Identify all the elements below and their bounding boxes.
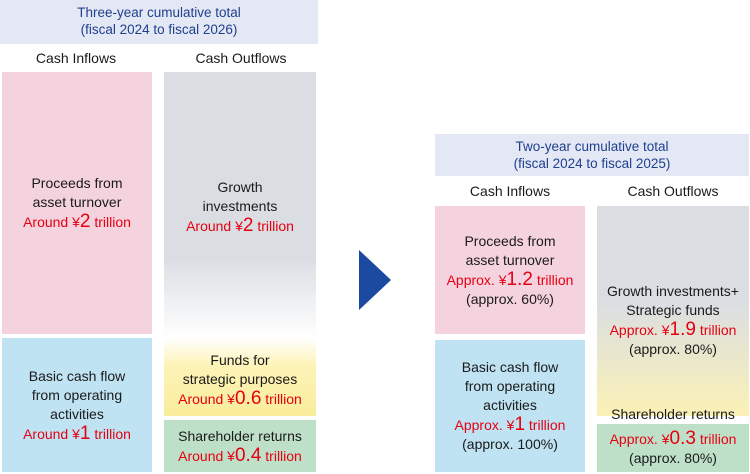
right-outflow-shareholder-returns: Approx. ¥0.3 trillion (approx. 80%) [597,424,749,472]
left-inflow-asset-turnover: Proceeds from asset turnover Around ¥2 t… [2,72,152,334]
left-header-title: Three-year cumulative total [77,5,241,20]
left-inflow2-suffix: trillion [90,425,131,442]
left-outflow3-amount: Around ¥0.4 trillion [178,446,302,466]
left-outflow1-line2: investments [202,198,278,214]
right-inflow-asset-turnover: Proceeds from asset turnover Approx. ¥1.… [435,206,585,334]
right-outflow1-line2: Strategic funds [626,301,720,318]
right-inflow1-num: 1.2 [506,268,533,290]
right-inflow2-line1: Basic cash flow [461,359,559,375]
right-col-outflows-label: Cash Outflows [627,183,719,199]
left-col-inflows-label: Cash Inflows [35,50,117,66]
left-inflow-operating-cash-flow: Basic cash flow from operating activitie… [2,338,152,472]
left-inflow1-num: 2 [79,211,91,232]
right-outflow2-percent: (approx. 80%) [629,449,717,466]
left-header: Three-year cumulative total (fiscal 2024… [0,0,318,44]
right-inflow-operating-cash-flow: Basic cash flow from operating activitie… [435,340,585,472]
left-outflow3-prefix: Around ¥ [178,447,235,464]
left-outflow1-num: 2 [242,215,254,236]
right-outflow2-prefix: Approx. ¥ [609,430,670,447]
right-header: Two-year cumulative total (fiscal 2024 t… [435,134,749,176]
right-inflow2-percent: (approx. 100%) [462,436,558,452]
right-header-title: Two-year cumulative total [515,139,669,154]
left-outflow-shareholder-returns: Shareholder returns Around ¥0.4 trillion [164,420,316,472]
left-outflow1-amount: Around ¥2 trillion [186,216,294,236]
left-inflow2-num: 1 [79,422,91,444]
right-inflow2-prefix: Approx. ¥ [454,417,515,433]
right-outflow2-suffix: trillion [695,430,737,447]
left-outflow2-suffix: trillion [261,391,302,407]
left-inflow2-line2: from operating [31,386,123,403]
left-outflow3-suffix: trillion [261,447,302,464]
left-inflow1-amount: Around ¥2 trillion [23,212,131,232]
left-inflow1-line1: Proceeds from [31,175,123,191]
right-outflow1-prefix: Approx. ¥ [609,321,670,338]
left-inflow1-line2: asset turnover [32,194,122,210]
right-inflow1-prefix: Approx. ¥ [446,271,507,288]
right-header-subtitle: (fiscal 2024 to fiscal 2025) [513,156,671,171]
left-inflow2-amount: Around ¥1 trillion [23,424,131,444]
right-outflow1-line1: Growth investments+ [607,282,739,299]
right-outflow1-num: 1.9 [669,318,696,340]
right-inflow2-suffix: trillion [525,417,566,433]
left-outflow2-prefix: Around ¥ [178,391,235,407]
left-col-outflows-label: Cash Outflows [195,50,287,66]
right-inflow1-line2: asset turnover [465,251,555,268]
left-outflow-strategic-funds: Funds for strategic purposes Around ¥0.6… [164,338,316,416]
right-inflow2-line3: activities [483,397,537,413]
left-inflow2-line3: activities [50,405,104,422]
left-header-subtitle: (fiscal 2024 to fiscal 2026) [80,22,238,37]
right-outflow1-suffix: trillion [695,321,737,338]
left-inflow2-line1: Basic cash flow [28,367,126,384]
right-outflow1-percent: (approx. 80%) [629,340,717,357]
right-outflow-growth-and-strategic: Growth investments+ Strategic funds Appr… [597,206,749,416]
left-inflow2-prefix: Around ¥ [23,425,80,442]
right-inflow1-percent: (approx. 60%) [466,290,554,307]
right-inflow1-line1: Proceeds from [464,232,556,249]
right-outflow2-amount: Approx. ¥0.3 trillion [610,429,737,449]
right-col-inflows-label: Cash Inflows [469,183,551,199]
right-inflow2-num: 1 [514,414,526,435]
right-triangle-arrow-icon [359,250,391,310]
left-inflow1-prefix: Around ¥ [23,214,80,230]
left-outflow1-line1: Growth [217,179,263,195]
left-inflow1-suffix: trillion [90,214,131,230]
left-outflow2-line2: strategic purposes [182,371,298,387]
left-outflow1-suffix: trillion [253,218,294,234]
left-outflow3-line1: Shareholder returns [178,427,302,444]
right-outflow-shareholder-label: Shareholder returns [611,406,735,422]
right-outflow2-num: 0.3 [669,427,696,449]
left-outflow3-num: 0.4 [234,444,262,466]
left-outflow2-amount: Around ¥0.6 trillion [178,389,302,409]
left-outflow2-num: 0.6 [234,388,262,409]
right-inflow2-line2: from operating [464,378,556,394]
right-inflow1-amount: Approx. ¥1.2 trillion [447,270,574,290]
left-outflow-growth-investments: Growth investments Around ¥2 trillion [164,72,316,338]
right-outflow1-amount: Approx. ¥1.9 trillion [610,320,737,340]
left-outflow1-prefix: Around ¥ [186,218,243,234]
right-inflow2-amount: Approx. ¥1 trillion [455,415,566,435]
right-inflow1-suffix: trillion [532,271,574,288]
left-outflow2-line1: Funds for [210,352,270,368]
